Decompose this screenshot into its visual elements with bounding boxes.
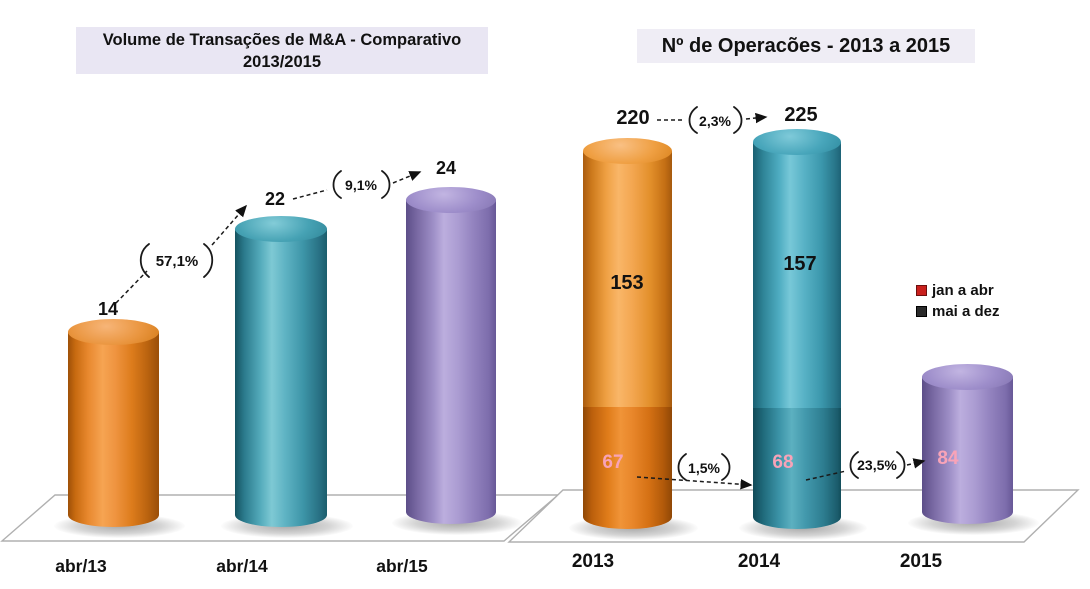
bar-2015 bbox=[908, 364, 1039, 535]
value-abr13: 14 bbox=[97, 299, 119, 319]
growth-label-571: 57,1% bbox=[156, 253, 199, 270]
value-abr14: 22 bbox=[264, 189, 286, 209]
mai-a-dez-2013: 153 bbox=[610, 272, 644, 294]
bar-2014 bbox=[739, 129, 867, 540]
category-2013: 2013 bbox=[571, 551, 615, 572]
left-chart-title: Volume de Transações de M&A - Comparativ… bbox=[76, 27, 488, 74]
bracket-left-23 bbox=[688, 106, 698, 134]
bar-abr14 bbox=[221, 216, 353, 538]
growth-label-23: 2,3% bbox=[699, 113, 731, 129]
bracket-right-91 bbox=[381, 170, 391, 199]
bracket-left-15 bbox=[677, 453, 687, 481]
bar-2013-segment-divider bbox=[583, 394, 672, 420]
bracket-right-235 bbox=[896, 451, 906, 479]
bar-2013-mai-a-dez-segment bbox=[583, 151, 672, 407]
legend-swatch-dark-icon bbox=[916, 306, 927, 317]
bracket-right-15 bbox=[721, 453, 731, 481]
bar-2014-mai-a-dez-segment bbox=[753, 142, 841, 408]
left-chart-title-line1: Volume de Transações de M&A - Comparativ… bbox=[102, 31, 462, 49]
jan-a-abr-2014: 68 bbox=[772, 452, 794, 473]
bar-2013-top bbox=[583, 138, 672, 164]
legend-swatch-red-icon bbox=[916, 285, 927, 296]
legend-label-jan-a-abr: jan a abr bbox=[932, 282, 994, 299]
bar-abr13 bbox=[54, 319, 185, 538]
bar-2014-segment-divider bbox=[753, 395, 841, 421]
growth-arrow-23-head bbox=[745, 112, 768, 124]
legend-item-jan-a-abr: jan a abr bbox=[916, 280, 1000, 301]
legend-item-mai-a-dez: mai a dez bbox=[916, 301, 1000, 322]
bar-abr15-top bbox=[406, 187, 496, 213]
bar-2014-jan-a-abr-segment bbox=[753, 408, 841, 529]
bar-abr14-top bbox=[235, 216, 327, 242]
growth-label-91: 9,1% bbox=[345, 177, 377, 193]
total-2014: 225 bbox=[784, 104, 818, 126]
growth-label-235: 23,5% bbox=[857, 457, 897, 473]
left-chart-title-line2: 2013/2015 bbox=[243, 53, 321, 71]
bar-abr13-top bbox=[68, 319, 159, 345]
growth-label-15: 1,5% bbox=[688, 460, 720, 476]
category-2014: 2014 bbox=[737, 551, 781, 572]
bracket-right-23 bbox=[733, 106, 743, 134]
bracket-left-235 bbox=[849, 451, 859, 479]
bar-abr15-body bbox=[406, 200, 496, 524]
legend-label-mai-a-dez: mai a dez bbox=[932, 303, 1000, 320]
growth-arrow-91-head bbox=[392, 171, 422, 184]
legend: jan a abr mai a dez bbox=[916, 280, 1000, 322]
bar-2014-top bbox=[753, 129, 841, 155]
bar-2015-body bbox=[922, 377, 1013, 524]
bar-2013 bbox=[569, 138, 698, 540]
bracket-left-571 bbox=[139, 243, 150, 278]
category-abr15: abr/15 bbox=[376, 556, 428, 576]
growth-arrow-571-tail bbox=[115, 270, 148, 304]
bar-2013-jan-a-abr-segment bbox=[583, 407, 672, 529]
growth-arrow-91-tail bbox=[292, 189, 328, 200]
bar-abr14-body bbox=[235, 229, 327, 527]
jan-a-abr-2015: 84 bbox=[937, 448, 959, 469]
bar-2015-top bbox=[922, 364, 1013, 390]
jan-a-abr-2013: 67 bbox=[602, 452, 624, 473]
category-abr13: abr/13 bbox=[55, 556, 107, 576]
category-abr14: abr/14 bbox=[216, 556, 268, 576]
value-abr15: 24 bbox=[435, 158, 457, 178]
mai-a-dez-2014: 157 bbox=[783, 253, 817, 275]
bracket-right-571 bbox=[203, 243, 214, 278]
category-2015: 2015 bbox=[899, 551, 943, 572]
total-2013: 220 bbox=[616, 107, 650, 129]
right-chart-title: Nº de Operacões - 2013 a 2015 bbox=[637, 29, 975, 63]
bracket-left-91 bbox=[332, 170, 342, 199]
bar-abr13-body bbox=[68, 332, 159, 527]
bar-abr15 bbox=[392, 187, 522, 535]
